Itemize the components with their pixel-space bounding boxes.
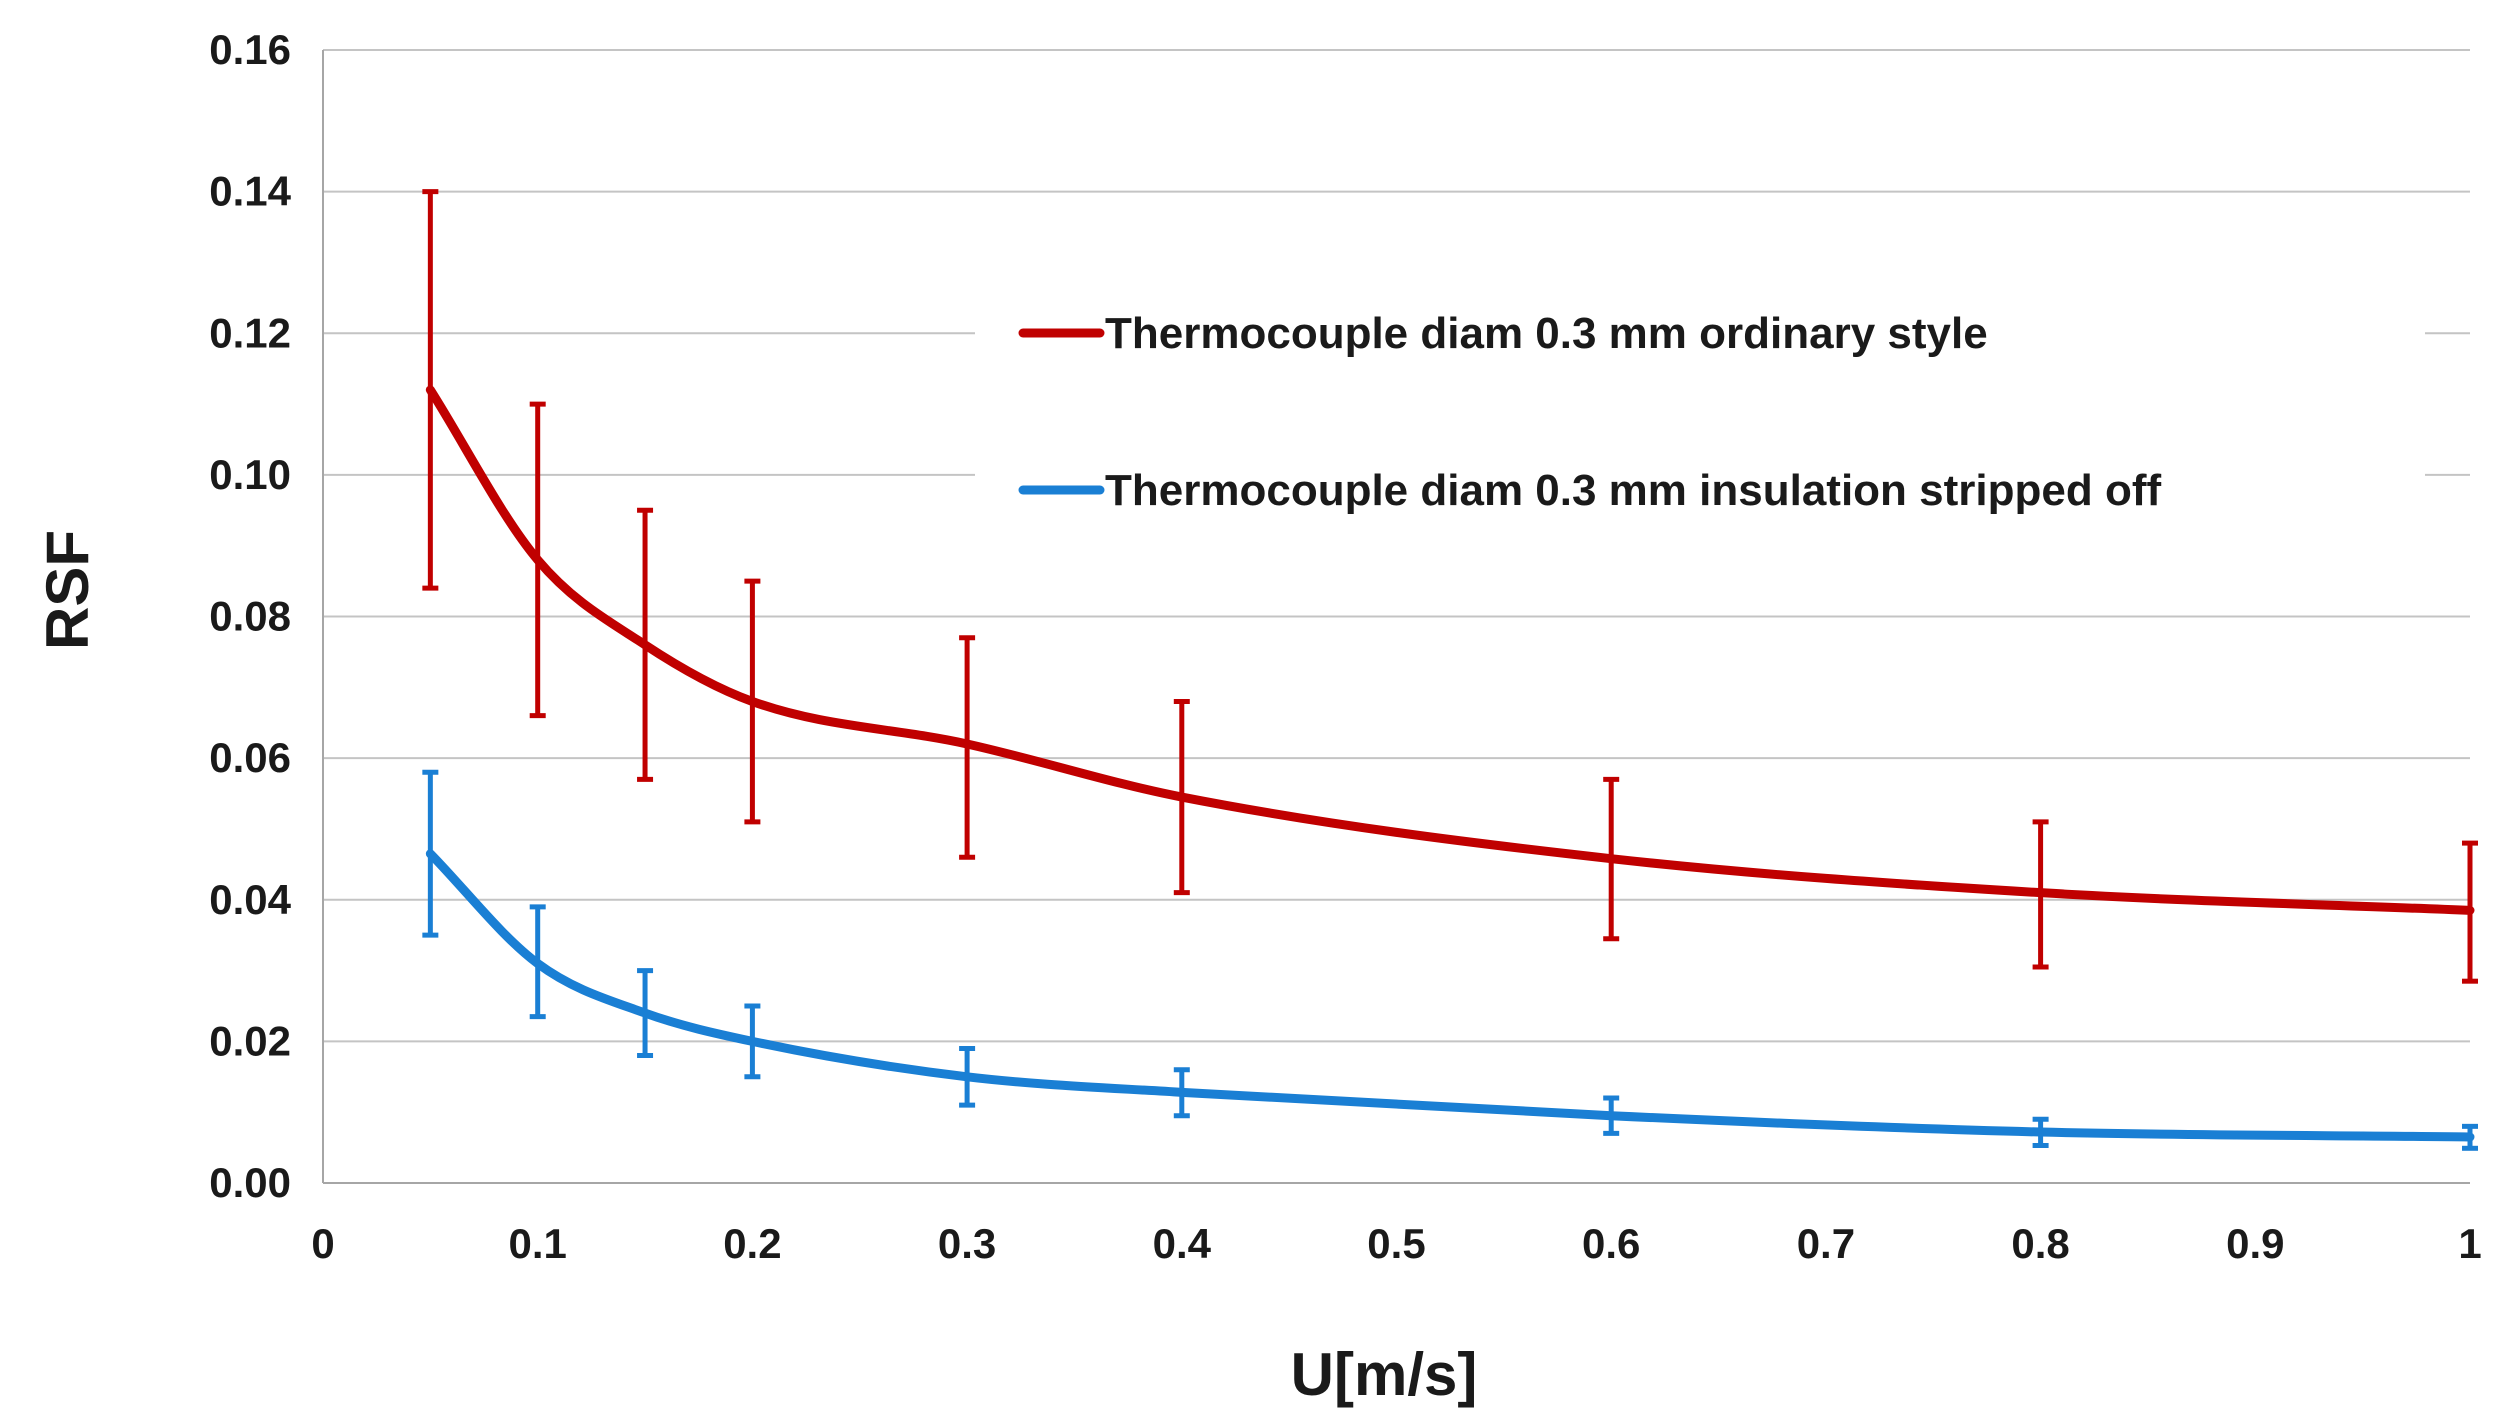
y-tick-label: 0.00 (209, 1159, 291, 1206)
y-tick-label: 0.12 (209, 309, 291, 356)
series-line (425, 849, 2475, 1142)
x-tick-label: 0 (311, 1220, 334, 1267)
x-tick-label: 0.3 (938, 1220, 996, 1267)
x-tick-label: 0.8 (2011, 1220, 2069, 1267)
legend-label: Thermocouple diam 0.3 mm ordinary style (1105, 309, 1988, 358)
axes (322, 50, 2470, 1184)
y-tick-label: 0.16 (209, 26, 291, 73)
y-tick-label: 0.02 (209, 1017, 291, 1064)
series (422, 189, 2478, 1151)
legend-label: Thermocouple diam 0.3 mm insulation stri… (1105, 466, 2161, 515)
x-tick-label: 0.7 (1797, 1220, 1855, 1267)
legend-background (975, 280, 2425, 530)
y-axis-title: RSF (34, 530, 101, 650)
x-tick-label: 1 (2458, 1220, 2481, 1267)
y-tick-label: 0.14 (209, 168, 291, 215)
legend: Thermocouple diam 0.3 mm ordinary style T… (975, 280, 2425, 530)
x-tick-label: 0.2 (723, 1220, 781, 1267)
y-tick-label: 0.04 (209, 876, 291, 923)
y-tick-labels: 0.00 0.02 0.04 0.06 0.08 0.10 0.12 0.14 0.16 (209, 26, 291, 1206)
x-axis-title: U[m/s] (1291, 1341, 1478, 1408)
y-tick-label: 0.06 (209, 734, 291, 781)
x-tick-labels: 0 0.1 0.2 0.3 0.4 0.5 0.6 0.7 0.8 0.9 1 (311, 1220, 2481, 1267)
y-tick-label: 0.10 (209, 451, 291, 498)
legend-item-2: Thermocouple diam 0.3 mm insulation stri… (1018, 466, 2161, 515)
series-2 (422, 769, 2478, 1151)
x-tick-label: 0.1 (509, 1220, 567, 1267)
x-tick-label: 0.6 (1582, 1220, 1640, 1267)
x-tick-label: 0.4 (1153, 1220, 1212, 1267)
x-tick-label: 0.5 (1367, 1220, 1425, 1267)
legend-item-1: Thermocouple diam 0.3 mm ordinary style (1018, 309, 1988, 358)
series-1 (422, 189, 2478, 984)
y-tick-label: 0.08 (209, 593, 291, 640)
x-tick-label: 0.9 (2226, 1220, 2284, 1267)
series-line (425, 385, 2475, 915)
